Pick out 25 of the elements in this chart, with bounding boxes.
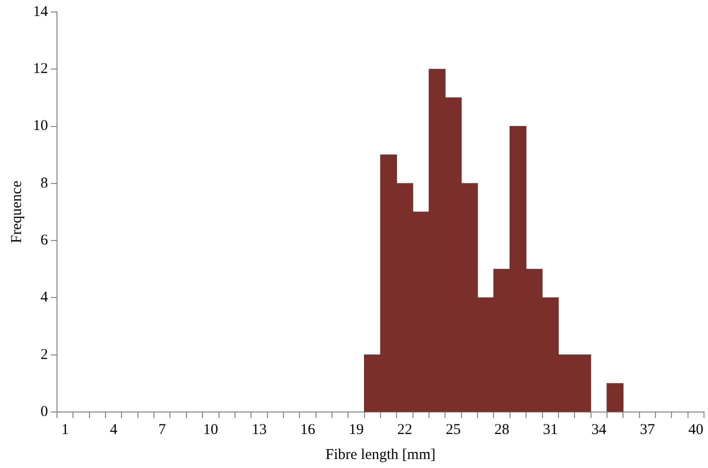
y-tick-label: 4: [40, 290, 48, 306]
x-tick-label: 37: [640, 422, 656, 438]
x-tick-label: 1: [61, 422, 69, 438]
bar: [606, 383, 624, 412]
y-tick-label: 12: [33, 61, 48, 78]
x-tick-label: 16: [300, 422, 316, 438]
x-tick-label: 7: [158, 422, 166, 438]
y-tick-label: 14: [33, 4, 48, 20]
y-tick-label: 6: [40, 232, 48, 249]
y-tick-label: 0: [40, 404, 48, 420]
x-tick-label: 19: [348, 422, 364, 438]
x-tick-label: 4: [110, 422, 118, 438]
y-tick-label: 2: [40, 346, 48, 363]
x-tick-label: 13: [252, 422, 267, 438]
x-tick-label: 40: [688, 422, 704, 438]
x-tick-label: 34: [591, 422, 607, 438]
y-tick-label: 10: [33, 118, 48, 134]
x-tick-label: 10: [203, 422, 218, 438]
x-tick-label: 28: [494, 422, 510, 438]
y-tick-label: 8: [40, 175, 48, 192]
y-axis-title: Frequence: [8, 180, 25, 244]
x-tick-label: 25: [446, 422, 461, 438]
x-tick-label: 22: [397, 422, 412, 438]
x-tick-label: 31: [542, 422, 558, 438]
x-axis-title: Fibre length [mm]: [326, 446, 436, 463]
